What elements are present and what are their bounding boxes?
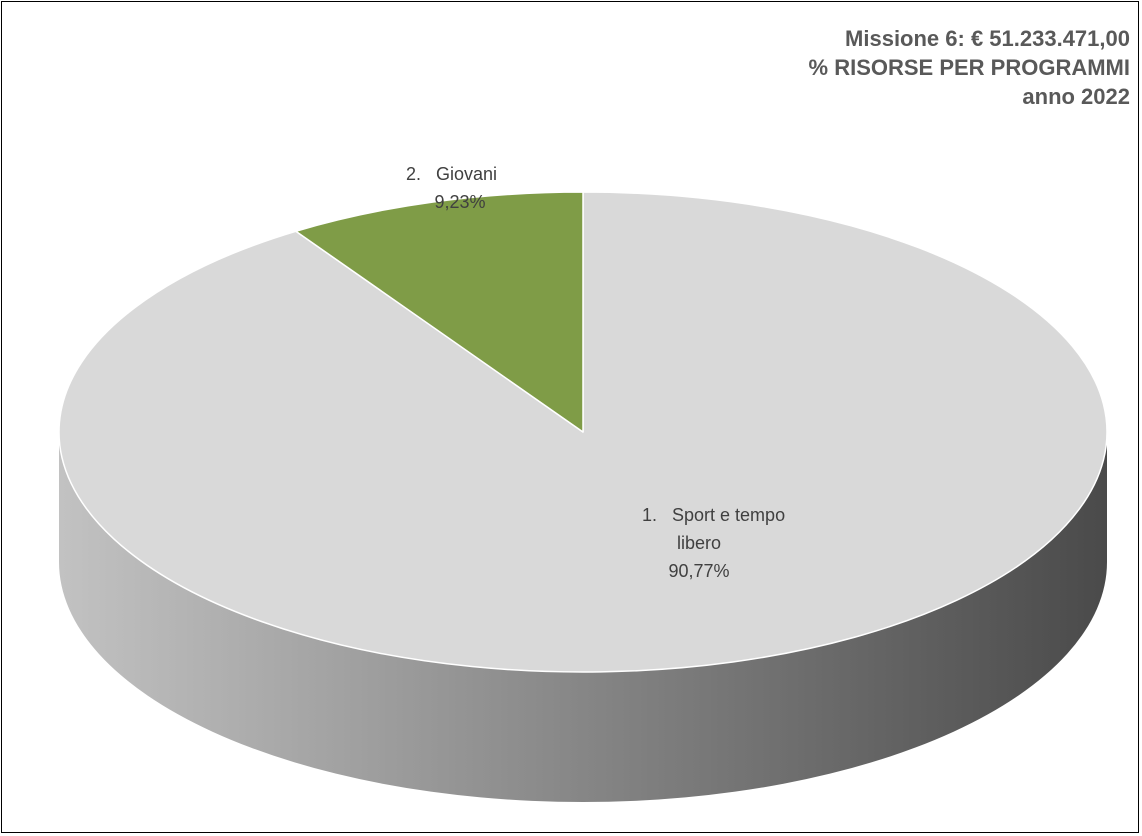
pie-side-wall xyxy=(59,432,1107,802)
chart-title: Missione 6: € 51.233.471,00 % RISORSE PE… xyxy=(809,24,1130,111)
chart-title-line-3: anno 2022 xyxy=(1022,84,1130,109)
slice-value-giovani: 9,23% xyxy=(434,192,485,212)
slice-label-giovani: 2. Giovani 9,23% xyxy=(406,164,497,212)
pie-slices xyxy=(58,191,1108,673)
chart-title-line-2: % RISORSE PER PROGRAMMI xyxy=(808,55,1130,80)
slice-value-sport: 90,77% xyxy=(668,561,729,581)
chart-title-line-1: Missione 6: € 51.233.471,00 xyxy=(845,26,1130,51)
slice-label-giovani-line-1: 2. Giovani xyxy=(406,164,497,184)
slice-label-sport: 1. Sport e tempo libero 90,77% xyxy=(642,505,785,581)
slice-label-sport-line-1: 1. Sport e tempo xyxy=(642,505,785,525)
slice-label-sport-line-2: libero xyxy=(677,533,721,553)
pie-slice-2 xyxy=(295,191,584,433)
